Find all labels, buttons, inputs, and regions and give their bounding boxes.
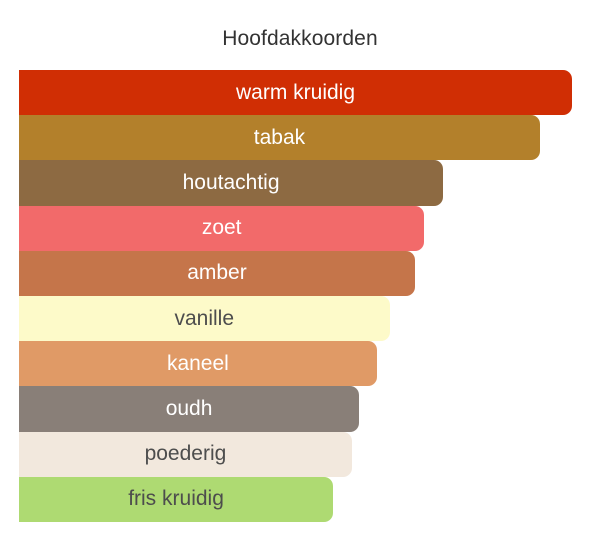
bar-tabak[interactable]: tabak <box>19 115 540 161</box>
bar-fris-kruidig[interactable]: fris kruidig <box>19 476 334 522</box>
bar-label: fris kruidig <box>128 487 224 511</box>
bar-vanille[interactable]: vanille <box>19 296 390 342</box>
bar-label: houtachtig <box>182 170 280 194</box>
bar-label: tabak <box>253 125 306 149</box>
bar-label: kaneel <box>166 351 229 375</box>
bar-oudh[interactable]: oudh <box>19 386 360 432</box>
chart-title: Hoofdakkoorden <box>222 27 378 50</box>
bar-warm-kruidig[interactable]: warm kruidig <box>19 70 572 116</box>
bar-label: poederig <box>144 442 227 466</box>
bars-container: warm kruidig tabak houtachtig zoet amber vani… <box>0 70 600 522</box>
bar-label: amber <box>187 261 247 285</box>
bar-amber[interactable]: amber <box>19 250 415 296</box>
bar-zoet[interactable]: zoet <box>19 205 425 251</box>
bar-label: zoet <box>201 216 242 240</box>
bar-label: oudh <box>165 396 213 420</box>
bar-poederig[interactable]: poederig <box>19 431 352 477</box>
bar-label: vanille <box>174 306 235 330</box>
bar-kaneel[interactable]: kaneel <box>19 341 377 387</box>
bar-houtachtig[interactable]: houtachtig <box>19 160 444 206</box>
bar-label: warm kruidig <box>235 80 356 104</box>
